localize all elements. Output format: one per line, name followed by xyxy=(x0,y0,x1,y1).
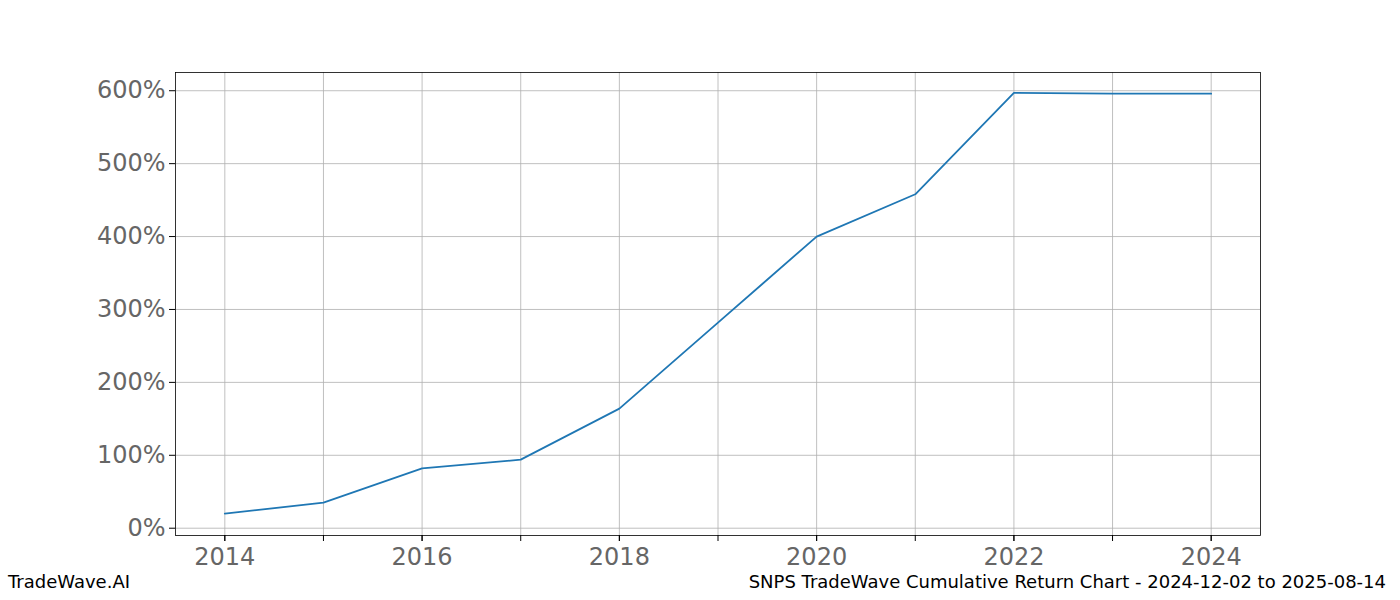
svg-text:2022: 2022 xyxy=(983,543,1044,570)
svg-text:400%: 400% xyxy=(97,222,166,250)
svg-text:2020: 2020 xyxy=(786,543,847,570)
svg-text:2024: 2024 xyxy=(1181,543,1242,570)
svg-text:2018: 2018 xyxy=(589,543,650,570)
svg-text:0%: 0% xyxy=(127,514,165,542)
svg-text:300%: 300% xyxy=(97,295,166,323)
svg-text:200%: 200% xyxy=(97,368,166,396)
svg-text:100%: 100% xyxy=(97,441,166,469)
html-text:SNPS TradeWave Cumulative Retu: SNPS TradeWave Cumulative Return Chart -… xyxy=(748,571,1386,592)
html-text:TradeWave.AI: TradeWave.AI xyxy=(8,571,130,592)
svg-text:2016: 2016 xyxy=(392,543,453,570)
svg-text:2014: 2014 xyxy=(194,543,255,570)
svg-text:500%: 500% xyxy=(97,149,166,177)
svg-text:600%: 600% xyxy=(97,76,166,104)
